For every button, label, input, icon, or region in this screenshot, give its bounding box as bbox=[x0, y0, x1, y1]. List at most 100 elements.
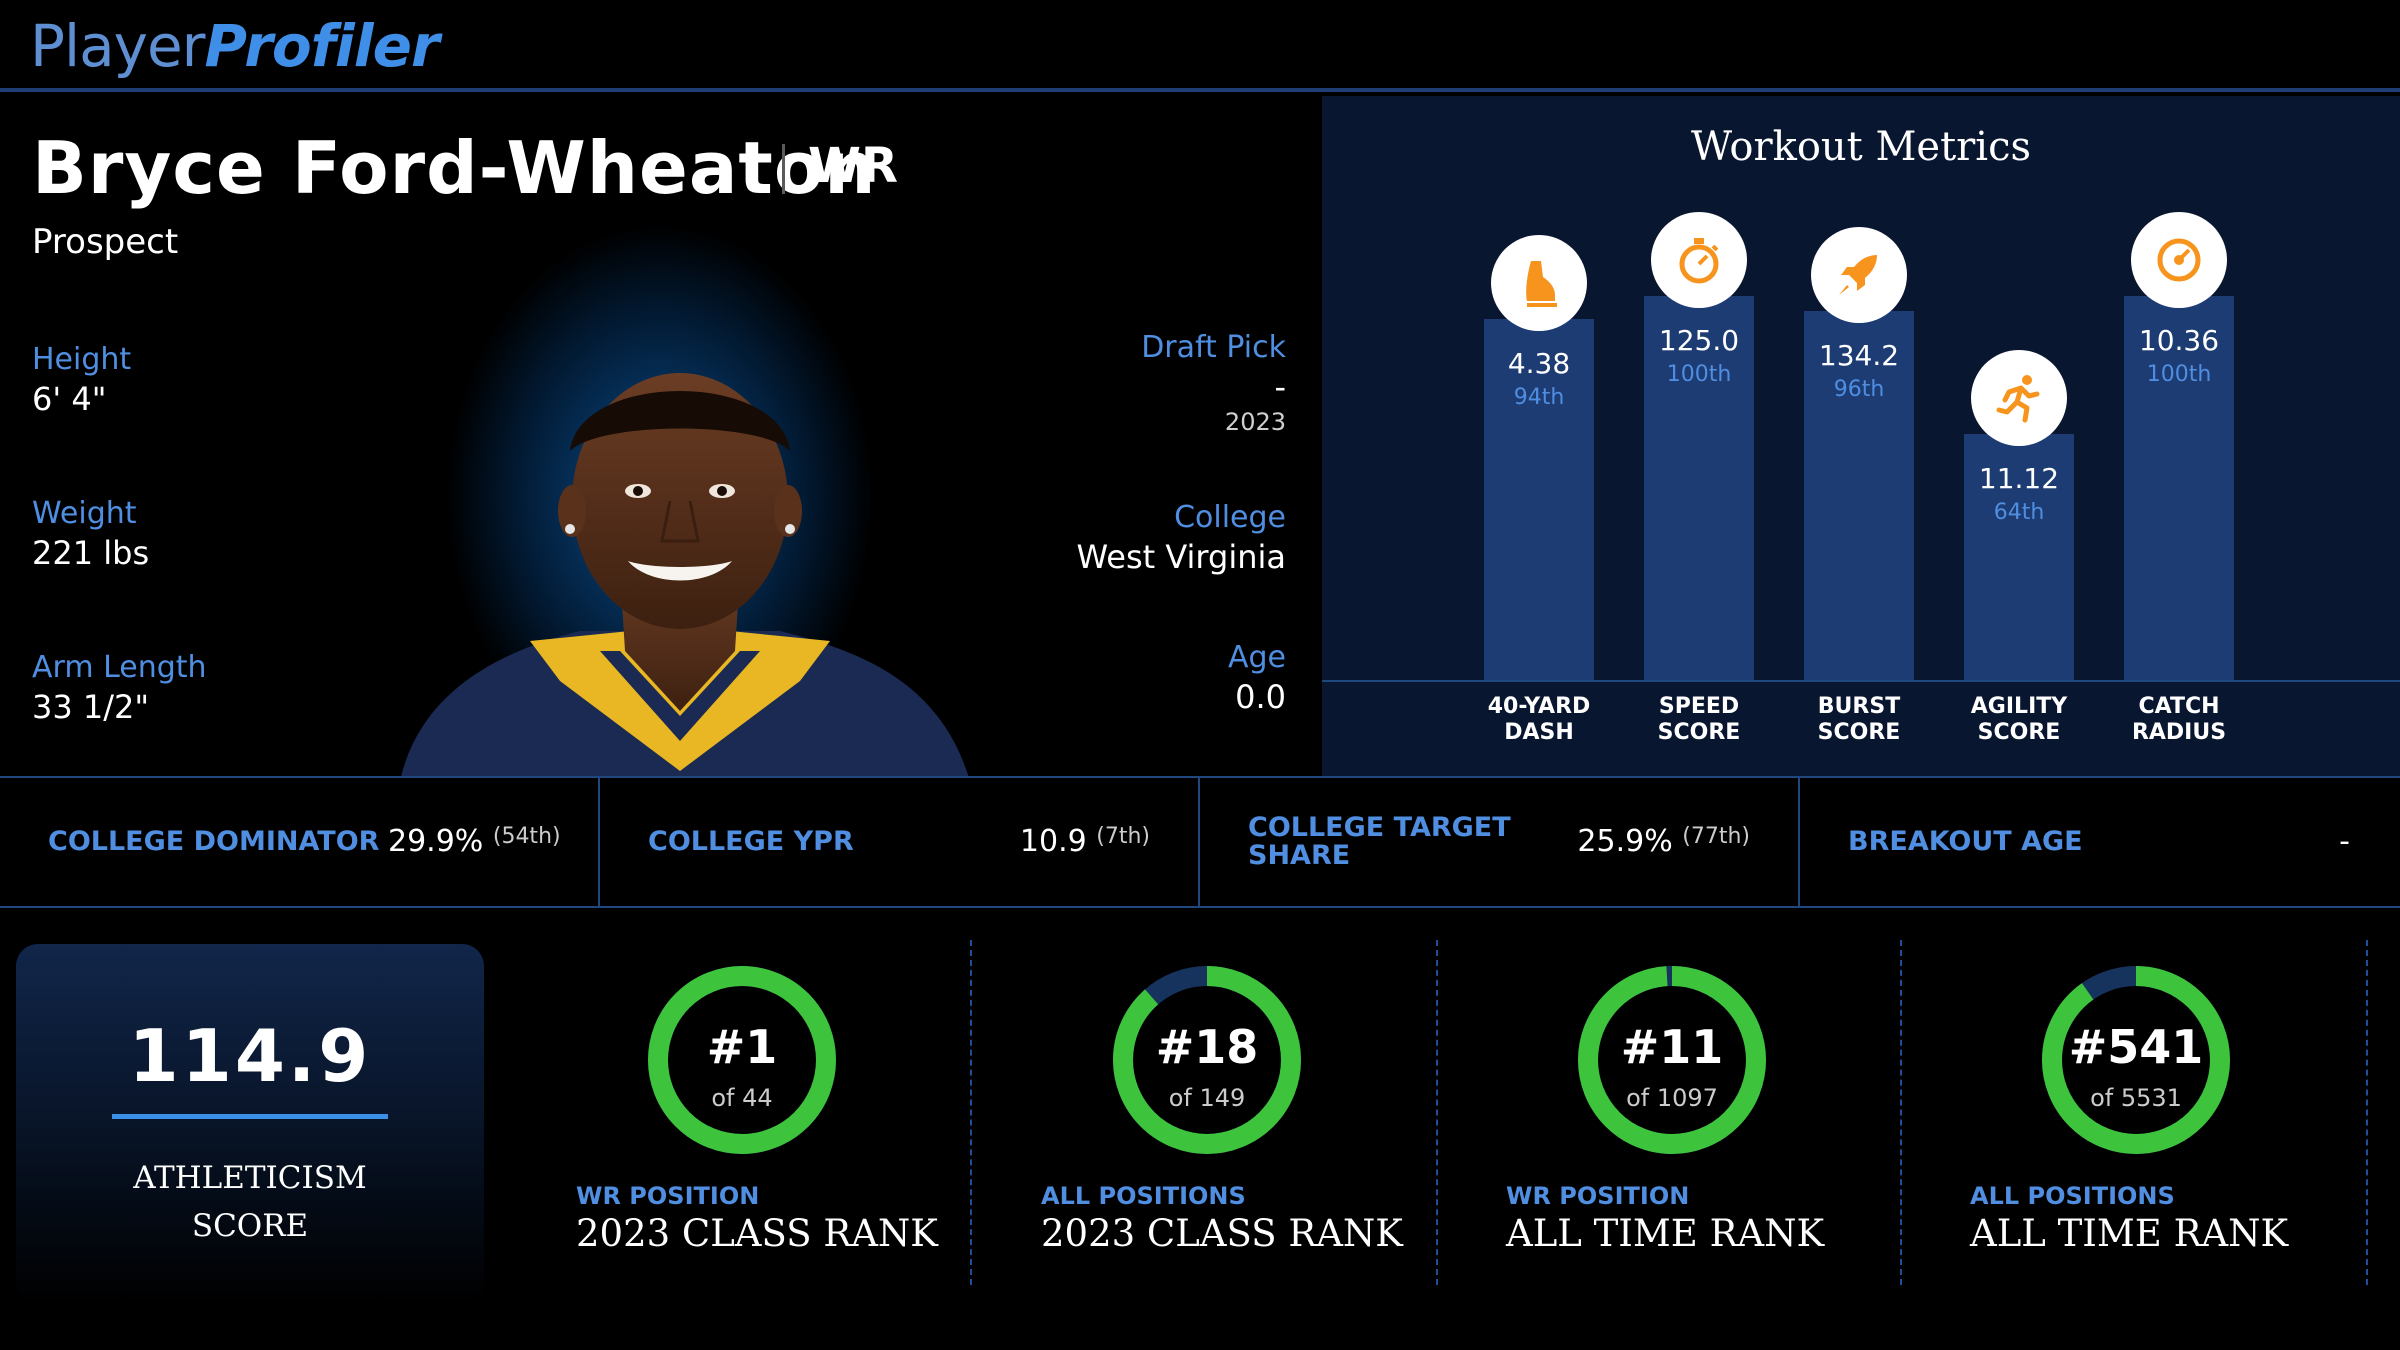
bar-value: 4.38 bbox=[1507, 347, 1571, 381]
chart-baseline bbox=[1322, 680, 2400, 682]
metric-label-line2: SCORE bbox=[1657, 720, 1741, 745]
college-target-share-cell: COLLEGE TARGET SHARE 25.9% (77th) bbox=[1200, 778, 1800, 906]
rank-sub-label: WR POSITION bbox=[1506, 1182, 1690, 1210]
bar-rank: 100th bbox=[1666, 362, 1732, 387]
college-dominator-label: COLLEGE DOMINATOR bbox=[48, 826, 380, 857]
age-label: Age bbox=[1227, 640, 1286, 675]
college-target-share-label: COLLEGE TARGET SHARE bbox=[1248, 814, 1511, 870]
bar-burst-score: 134.2 96th bbox=[1804, 311, 1914, 680]
rank-number: #11 bbox=[1620, 1020, 1724, 1074]
metric-label-catch-radius: CATCH RADIUS bbox=[2104, 694, 2254, 746]
bar-value: 11.12 bbox=[1978, 462, 2060, 496]
college-label: College bbox=[1174, 500, 1286, 535]
age-value: 0.0 bbox=[1235, 678, 1286, 716]
college-dominator-cell: COLLEGE DOMINATOR 29.9% (54th) bbox=[0, 778, 600, 906]
metric-label-line2: SCORE bbox=[1977, 720, 2061, 745]
rank-sub-label: WR POSITION bbox=[576, 1182, 760, 1210]
metric-label-line1: BURST bbox=[1817, 694, 1901, 719]
rank-of: of 149 bbox=[1168, 1084, 1246, 1112]
breakout-age-value: - bbox=[2339, 824, 2350, 859]
breakout-age-label: BREAKOUT AGE bbox=[1848, 826, 2083, 857]
label-line1: COLLEGE TARGET bbox=[1248, 812, 1511, 843]
arm-length-label: Arm Length bbox=[32, 650, 207, 685]
metric-label-agility-score: AGILITY SCORE bbox=[1944, 694, 2094, 746]
rank-main-label: ALL TIME RANK bbox=[1970, 1212, 2289, 1255]
player-position: WR bbox=[808, 138, 898, 194]
bar-rank: 96th bbox=[1833, 377, 1885, 403]
college-stats-strip: COLLEGE DOMINATOR 29.9% (54th) COLLEGE Y… bbox=[0, 776, 2400, 908]
player-panel: Bryce Ford-Wheaton WR Prospect Height 6'… bbox=[0, 96, 1320, 776]
draft-pick-label: Draft Pick bbox=[1141, 330, 1286, 365]
rank-divider bbox=[970, 940, 972, 1285]
rank-ring bbox=[2042, 966, 2230, 1154]
rank-number: #18 bbox=[1155, 1020, 1259, 1074]
rank-sub-label: ALL POSITIONS bbox=[1041, 1182, 1246, 1210]
breakout-age-cell: BREAKOUT AGE - bbox=[1800, 778, 2400, 906]
rank-of: of 1097 bbox=[1626, 1084, 1718, 1112]
runner-icon bbox=[1971, 350, 2067, 447]
rank-ring bbox=[1113, 966, 1301, 1154]
workout-metrics-panel: Workout Metrics 4.38 94th 125.0 100th 13… bbox=[1322, 96, 2400, 776]
metric-label-speed-score: SPEED SCORE bbox=[1624, 694, 1774, 746]
college-ypr-cell: COLLEGE YPR 10.9 (7th) bbox=[600, 778, 1200, 906]
athleticism-underline bbox=[112, 1114, 388, 1119]
player-portrait bbox=[401, 373, 969, 776]
label-line2: SCORE bbox=[191, 1208, 309, 1244]
height-label: Height bbox=[32, 342, 132, 377]
gauge-icon bbox=[2131, 212, 2227, 308]
player-name: Bryce Ford-Wheaton bbox=[32, 126, 877, 210]
bar-rank: 94th bbox=[1513, 385, 1565, 411]
rank-divider bbox=[1900, 940, 1902, 1285]
metric-label-line1: AGILITY bbox=[1970, 694, 2068, 719]
college-ypr-label: COLLEGE YPR bbox=[648, 826, 854, 857]
draft-year-value: 2023 bbox=[1224, 408, 1286, 436]
stat-value: 25.9% bbox=[1577, 824, 1673, 859]
metric-label-line1: SPEED bbox=[1658, 694, 1740, 719]
label-line1: ATHLETICISM bbox=[133, 1160, 367, 1196]
stat-rank: (54th) bbox=[492, 824, 561, 849]
bar-rank: 100th bbox=[2146, 362, 2212, 387]
weight-value: 221 lbs bbox=[32, 534, 150, 572]
college-ypr-value: 10.9 (7th) bbox=[1020, 824, 1150, 859]
athleticism-value: 114.9 bbox=[128, 1014, 372, 1098]
rank-divider bbox=[1436, 940, 1438, 1285]
stat-value: 29.9% bbox=[388, 824, 484, 859]
bar-catch-radius: 10.36 100th bbox=[2124, 296, 2234, 680]
rank-number: #1 bbox=[706, 1020, 778, 1074]
shoe-icon bbox=[1491, 235, 1587, 332]
bar-value: 125.0 bbox=[1658, 324, 1740, 357]
metric-label-line1: 40-YARD bbox=[1487, 694, 1591, 719]
metric-label-burst-score: BURST SCORE bbox=[1784, 694, 1934, 746]
rank-of: of 44 bbox=[711, 1084, 773, 1112]
bar-value: 134.2 bbox=[1818, 339, 1900, 373]
athleticism-score-card: 114.9 ATHLETICISM SCORE bbox=[16, 944, 484, 1304]
height-value: 6' 4" bbox=[32, 380, 107, 418]
rank-of: of 5531 bbox=[2090, 1084, 2182, 1112]
brand-logo[interactable]: PlayerProfiler bbox=[30, 12, 440, 80]
stopwatch-icon bbox=[1651, 212, 1747, 308]
label-line2: SHARE bbox=[1248, 840, 1351, 871]
arm-length-value: 33 1/2" bbox=[32, 688, 150, 726]
bar-speed-score: 125.0 100th bbox=[1644, 296, 1754, 680]
brand-logo-part2: Profiler bbox=[204, 12, 440, 80]
rank-ring bbox=[648, 966, 836, 1154]
stat-value: 10.9 bbox=[1019, 824, 1087, 859]
draft-pick-value: - bbox=[1274, 368, 1286, 406]
rank-sub-label: ALL POSITIONS bbox=[1970, 1182, 2175, 1210]
brand-logo-part1: Player bbox=[30, 12, 205, 80]
bar-value: 10.36 bbox=[2138, 324, 2220, 357]
workout-title: Workout Metrics bbox=[1690, 124, 2032, 170]
athleticism-label: ATHLETICISM SCORE bbox=[16, 1154, 484, 1250]
top-bar: PlayerProfiler bbox=[0, 0, 2400, 92]
college-target-share-value: 25.9% (77th) bbox=[1577, 824, 1750, 859]
college-dominator-value: 29.9% (54th) bbox=[388, 824, 561, 859]
metric-label-line2: RADIUS bbox=[2131, 720, 2227, 745]
stat-rank: (7th) bbox=[1096, 824, 1150, 849]
rank-ring bbox=[1578, 966, 1766, 1154]
rank-main-label: ALL TIME RANK bbox=[1506, 1212, 1825, 1255]
metric-label-line2: DASH bbox=[1504, 720, 1574, 745]
rank-number: #541 bbox=[2068, 1020, 2204, 1074]
player-status: Prospect bbox=[32, 222, 179, 262]
weight-label: Weight bbox=[32, 496, 137, 531]
rank-main-label: 2023 CLASS RANK bbox=[1041, 1212, 1403, 1255]
